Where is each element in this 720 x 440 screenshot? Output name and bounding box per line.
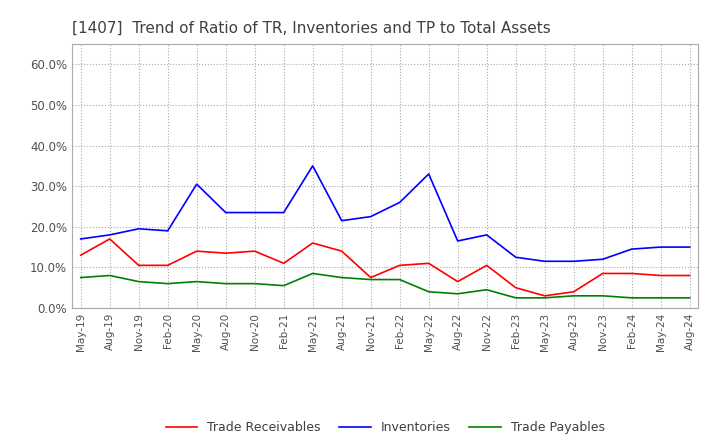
Trade Payables [395, 277, 404, 282]
Trade Receivables [570, 289, 578, 294]
Trade Receivables [221, 250, 230, 256]
Trade Payables [541, 295, 549, 301]
Trade Payables [221, 281, 230, 286]
Inventories [221, 210, 230, 215]
Trade Payables [135, 279, 143, 284]
Trade Receivables [338, 249, 346, 254]
Inventories [627, 246, 636, 252]
Inventories [570, 259, 578, 264]
Inventories [657, 245, 665, 250]
Inventories [511, 255, 520, 260]
Trade Payables [598, 293, 607, 298]
Trade Receivables [135, 263, 143, 268]
Trade Receivables [251, 249, 259, 254]
Inventories [308, 163, 317, 169]
Trade Payables [163, 281, 172, 286]
Trade Receivables [395, 263, 404, 268]
Inventories [192, 181, 201, 187]
Inventories [76, 236, 85, 242]
Trade Payables [454, 291, 462, 297]
Trade Receivables [627, 271, 636, 276]
Inventories [135, 226, 143, 231]
Inventories [454, 238, 462, 244]
Trade Receivables [454, 279, 462, 284]
Trade Receivables [366, 275, 375, 280]
Trade Payables [338, 275, 346, 280]
Trade Payables [482, 287, 491, 292]
Trade Payables [192, 279, 201, 284]
Trade Payables [511, 295, 520, 301]
Trade Receivables [541, 293, 549, 298]
Inventories [685, 245, 694, 250]
Trade Payables [685, 295, 694, 301]
Trade Payables [424, 289, 433, 294]
Trade Receivables [192, 249, 201, 254]
Inventories [424, 171, 433, 176]
Inventories [105, 232, 114, 238]
Trade Payables [76, 275, 85, 280]
Trade Payables [627, 295, 636, 301]
Trade Payables [570, 293, 578, 298]
Trade Receivables [482, 263, 491, 268]
Trade Payables [279, 283, 288, 288]
Line: Trade Receivables: Trade Receivables [81, 239, 690, 296]
Inventories [482, 232, 491, 238]
Trade Receivables [279, 260, 288, 266]
Trade Receivables [511, 285, 520, 290]
Trade Receivables [163, 263, 172, 268]
Inventories [163, 228, 172, 234]
Trade Payables [308, 271, 317, 276]
Trade Payables [366, 277, 375, 282]
Trade Payables [657, 295, 665, 301]
Trade Receivables [685, 273, 694, 278]
Trade Receivables [598, 271, 607, 276]
Trade Receivables [76, 253, 85, 258]
Line: Inventories: Inventories [81, 166, 690, 261]
Legend: Trade Receivables, Inventories, Trade Payables: Trade Receivables, Inventories, Trade Pa… [161, 416, 610, 439]
Trade Receivables [424, 260, 433, 266]
Inventories [279, 210, 288, 215]
Trade Receivables [308, 240, 317, 246]
Inventories [598, 257, 607, 262]
Inventories [338, 218, 346, 224]
Inventories [251, 210, 259, 215]
Trade Receivables [657, 273, 665, 278]
Trade Payables [105, 273, 114, 278]
Text: [1407]  Trend of Ratio of TR, Inventories and TP to Total Assets: [1407] Trend of Ratio of TR, Inventories… [72, 21, 551, 36]
Trade Payables [251, 281, 259, 286]
Inventories [366, 214, 375, 219]
Trade Receivables [105, 236, 114, 242]
Line: Trade Payables: Trade Payables [81, 274, 690, 298]
Inventories [395, 200, 404, 205]
Inventories [541, 259, 549, 264]
